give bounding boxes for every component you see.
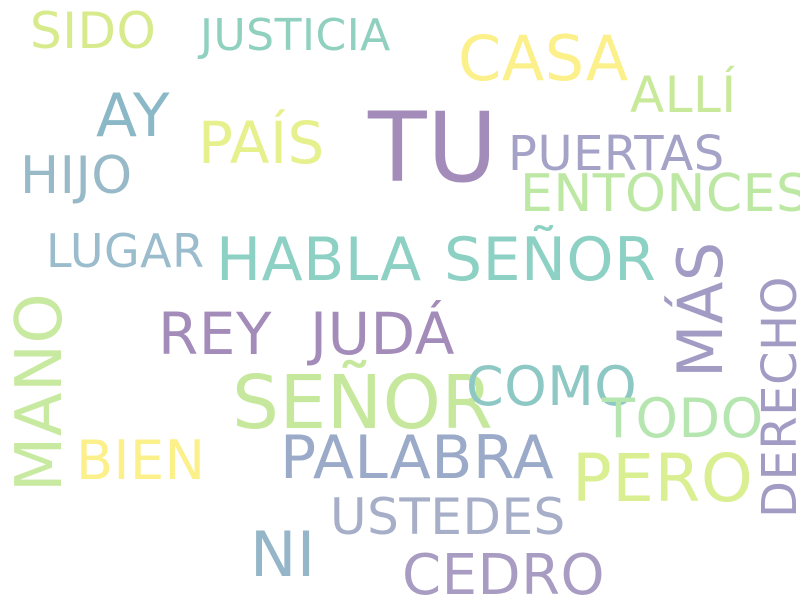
- word-como: COMO: [466, 355, 638, 418]
- word-juda: JUDÁ: [310, 300, 455, 368]
- word-cedro: CEDRO: [402, 543, 606, 600]
- word-habla: HABLA: [216, 225, 422, 295]
- word-bien: BIEN: [76, 429, 206, 492]
- word-todo: TODO: [602, 387, 764, 450]
- word-justicia: JUSTICIA: [200, 10, 391, 61]
- word-ni: NI: [250, 518, 316, 591]
- word-sido: SIDO: [30, 2, 157, 60]
- word-pero: PERO: [572, 440, 754, 517]
- word-rey: REY: [158, 300, 272, 368]
- word-entonces: ENTONCES: [520, 164, 800, 224]
- word-hijo: HIJO: [20, 146, 133, 206]
- word-lugar: LUGAR: [46, 224, 205, 278]
- word-puertas: PUERTAS: [508, 126, 725, 182]
- word-ay: AY: [96, 81, 171, 151]
- word-senor-1: SEÑOR: [444, 225, 657, 295]
- word-ustedes: USTEDES: [330, 488, 566, 546]
- word-pais: PAÍS: [198, 109, 325, 177]
- word-casa: CASA: [458, 22, 629, 95]
- word-alli: ALLÍ: [630, 66, 737, 124]
- word-palabra: PALABRA: [280, 423, 555, 493]
- word-tu: TU: [368, 92, 498, 204]
- word-senor-2: SEÑOR: [232, 360, 494, 446]
- word-mano: MANO: [3, 292, 77, 492]
- word-mas: MÁS: [664, 241, 737, 378]
